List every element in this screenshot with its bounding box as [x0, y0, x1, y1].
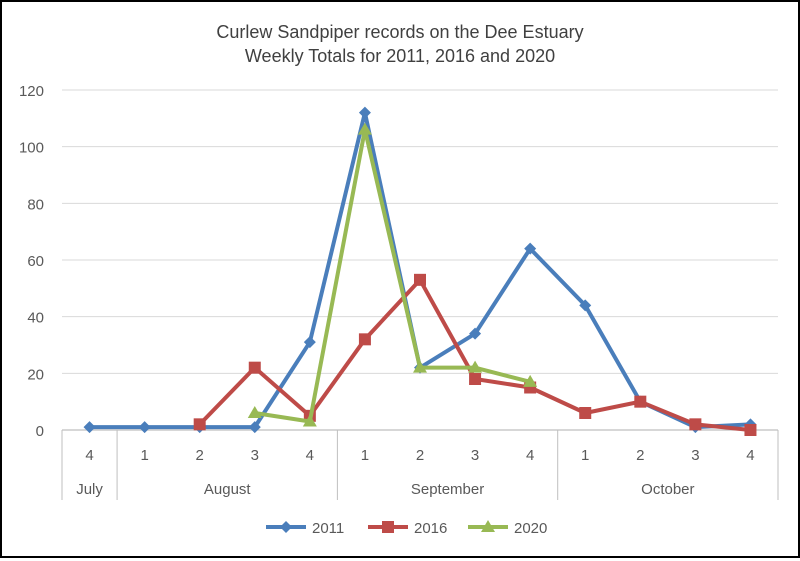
y-axis: 0 20 40 60 80 100 120	[19, 83, 44, 440]
data-point	[302, 414, 317, 427]
series-2016	[193, 273, 757, 436]
x-tick-label: 1	[361, 447, 369, 464]
data-point	[579, 299, 592, 312]
data-point	[358, 333, 371, 346]
data-point	[357, 122, 372, 135]
y-tick-label: 0	[36, 423, 44, 440]
chart-title: Curlew Sandpiper records on the Dee Estu…	[216, 22, 583, 42]
data-point	[248, 421, 261, 434]
x-tick-label: 3	[691, 447, 699, 464]
legend-item: 2020	[468, 520, 547, 537]
legend-label: 2016	[414, 520, 447, 537]
grid	[62, 89, 778, 374]
data-point	[469, 327, 482, 340]
x-tick-label: 4	[306, 447, 314, 464]
data-point	[193, 418, 206, 431]
y-tick-label: 120	[19, 83, 44, 100]
data-point	[481, 520, 495, 532]
series-group	[83, 106, 757, 436]
data-point	[634, 395, 647, 408]
data-point	[524, 242, 537, 255]
legend: 2011 2016 2020	[266, 520, 547, 537]
x-tick-label: 3	[251, 447, 259, 464]
x-tick-label: 4	[85, 447, 93, 464]
data-point	[303, 336, 316, 349]
data-point	[689, 418, 702, 431]
data-point	[358, 106, 371, 119]
chart-subtitle: Weekly Totals for 2011, 2016 and 2020	[245, 46, 555, 66]
x-tick-label: 4	[746, 447, 754, 464]
x-group-label: October	[641, 481, 694, 498]
x-tick-label: 2	[196, 447, 204, 464]
x-tick-label: 1	[140, 447, 148, 464]
y-tick-label: 40	[27, 310, 44, 327]
x-group-label: July	[76, 481, 103, 498]
legend-label: 2011	[312, 520, 344, 537]
data-point	[413, 360, 427, 373]
data-point	[138, 421, 151, 434]
x-axis: 4 1 2 3 4 1 2 3 4 1 2 3 4 July August September October	[61, 429, 779, 500]
x-group-label: August	[204, 481, 252, 498]
x-tick-label: 2	[416, 447, 424, 464]
data-point	[414, 273, 426, 286]
data-point	[523, 374, 538, 387]
x-group-label: September	[411, 481, 484, 498]
data-point	[83, 421, 96, 434]
series-line	[254, 127, 531, 424]
series-line	[89, 110, 751, 430]
data-point	[468, 360, 483, 373]
y-tick-label: 20	[27, 366, 44, 383]
x-tick-label: 3	[471, 447, 479, 464]
data-point	[579, 407, 592, 419]
data-point	[280, 521, 292, 533]
data-point	[382, 521, 394, 533]
legend-item: 2011	[266, 520, 344, 537]
series-2020	[247, 122, 538, 427]
y-tick-label: 100	[19, 140, 44, 157]
y-tick-label: 60	[27, 253, 44, 270]
legend-item: 2016	[368, 520, 447, 537]
x-tick-label: 4	[526, 447, 534, 464]
legend-label: 2020	[514, 520, 547, 537]
x-tick-label: 1	[581, 447, 589, 464]
data-point	[248, 361, 261, 374]
series-line	[198, 277, 751, 432]
x-tick-label: 2	[636, 447, 644, 464]
data-point	[247, 406, 262, 418]
series-2011	[83, 106, 757, 434]
data-point	[744, 424, 757, 436]
data-point	[469, 373, 482, 385]
y-tick-label: 80	[27, 196, 44, 213]
